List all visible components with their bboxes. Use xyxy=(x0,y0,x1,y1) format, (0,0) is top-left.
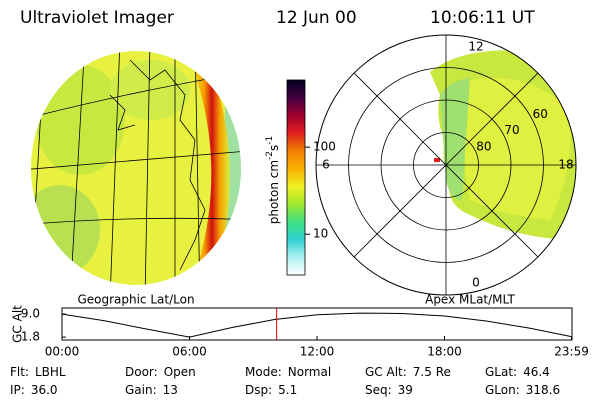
x-tick-label: 06:00 xyxy=(172,345,207,359)
info-label: Mode: xyxy=(245,365,282,379)
info-value: Normal xyxy=(288,365,331,379)
info-value: Open xyxy=(164,365,196,379)
info-label: GLon: xyxy=(485,383,520,397)
colorbar-tick-label: 10 xyxy=(313,227,328,241)
unit-part: -1 xyxy=(265,136,275,145)
y-tick-label: 1.8 xyxy=(21,330,40,344)
info-field: IP: 36.0 xyxy=(10,383,58,397)
mlt-label: 18 xyxy=(558,158,573,172)
info-value: 7.5 Re xyxy=(413,365,451,379)
info-value: 318.6 xyxy=(526,383,560,397)
info-label: Gain: xyxy=(125,383,157,397)
x-tick-label: 00:00 xyxy=(45,345,80,359)
lat-ring xyxy=(413,132,479,198)
colorbar-tick-label: 100 xyxy=(313,140,336,154)
time: 10:06:11 UT xyxy=(430,8,535,28)
info-value: 39 xyxy=(398,383,413,397)
unit-part: -2 xyxy=(265,151,275,160)
x-tick-label: 18:00 xyxy=(427,345,462,359)
unit-part: photon cm xyxy=(267,160,281,224)
polar-meridian xyxy=(353,72,539,258)
info-value: 46.4 xyxy=(523,365,550,379)
info-field: Gain: 13 xyxy=(125,383,178,397)
mlt-label: 0 xyxy=(472,276,480,290)
info-field: Door: Open xyxy=(125,365,196,379)
lat-label: 70 xyxy=(504,123,519,137)
info-field: Flt: LBHL xyxy=(10,365,66,379)
info-label: Seq: xyxy=(365,383,392,397)
info-field: Seq: 39 xyxy=(365,383,413,397)
info-field: GC Alt: 7.5 Re xyxy=(365,365,451,379)
left-caption: Geographic Lat/Lon xyxy=(77,293,194,307)
colorbar: 10 100 xyxy=(286,79,336,276)
x-tick-label: 12:00 xyxy=(300,345,335,359)
altitude-plot: 9.0 1.8 00:00 06:00 12:00 18:00 23:59 xyxy=(21,307,589,359)
lat-ring xyxy=(348,67,544,263)
globe-image xyxy=(30,50,242,286)
right-caption: Apex MLat/MLT xyxy=(425,293,515,307)
unit-part: s xyxy=(267,145,281,151)
info-field: Dsp: 5.1 xyxy=(245,383,297,397)
info-field: GLon: 318.6 xyxy=(485,383,560,397)
y-tick-label: 9.0 xyxy=(21,307,40,321)
info-field: Mode: Normal xyxy=(245,365,331,379)
info-value: 13 xyxy=(163,383,178,397)
info-label: Flt: xyxy=(10,365,29,379)
info-label: Door: xyxy=(125,365,158,379)
altitude-frame xyxy=(61,307,573,341)
date: 12 Jun 00 xyxy=(276,8,357,28)
instrument: Ultraviolet Imager xyxy=(20,8,174,28)
footer: Flt: LBHL Door: Open Mode: Normal GC Alt: 7.5 R… xyxy=(10,365,560,397)
globe-edge xyxy=(29,49,243,287)
info-label: GLat: xyxy=(485,365,517,379)
polar-grid: 60 70 80 0 6 12 18 xyxy=(315,34,577,296)
mlt-label: 12 xyxy=(468,40,483,54)
colorbar-unit: photon cm-2s-1 xyxy=(265,136,281,225)
info-label: IP: xyxy=(10,383,25,397)
lat-ring xyxy=(380,99,512,231)
info-field: GLat: 46.4 xyxy=(485,365,550,379)
lat-label: 80 xyxy=(476,139,491,153)
altitude-line xyxy=(61,312,573,338)
lat-label: 60 xyxy=(533,107,548,121)
colorbar-fill xyxy=(286,79,306,276)
mlt-label: 6 xyxy=(322,158,330,172)
altitude-ylabel: GC Alt xyxy=(11,305,25,343)
x-tick-label: 23:59 xyxy=(554,345,589,359)
info-label: Dsp: xyxy=(245,383,272,397)
info-value: 36.0 xyxy=(31,383,58,397)
info-label: GC Alt: xyxy=(365,365,407,379)
info-value: 5.1 xyxy=(278,383,297,397)
info-value: LBHL xyxy=(35,365,66,379)
